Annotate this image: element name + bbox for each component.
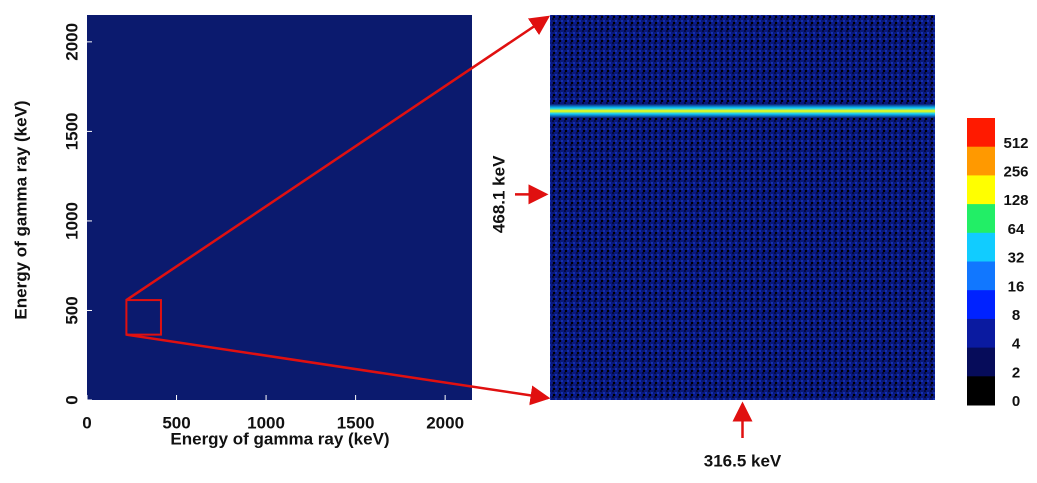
y-tick-label: 0 (62, 395, 81, 404)
x-axis-label: Energy of gamma ray (keV) (170, 429, 389, 448)
x-tick-label: 1500 (337, 413, 375, 432)
y-tick-label: 1000 (62, 202, 81, 240)
y-tick-label: 1500 (62, 112, 81, 150)
colorbar-label: 128 (1003, 192, 1028, 209)
colorbar-label: 512 (1003, 135, 1028, 152)
matrix-left (87, 15, 472, 400)
colorbar-segment (967, 175, 995, 205)
colorbar-segment (967, 347, 995, 377)
colorbar-label: 2 (1012, 364, 1020, 381)
colorbar-label: 0 (1012, 393, 1020, 410)
y-tick-label: 2000 (62, 23, 81, 61)
x-tick-label: 500 (162, 413, 190, 432)
matrix-zoom (550, 15, 935, 400)
x-tick-label: 2000 (426, 413, 464, 432)
colorbar-segment (967, 261, 995, 291)
colorbar-label: 32 (1008, 250, 1025, 267)
colorbar-label: 8 (1012, 307, 1020, 324)
colorbar-segment (967, 318, 995, 349)
x-tick-label: 1000 (247, 413, 285, 432)
annotation-label: 468.1 keV (489, 155, 508, 233)
y-tick-label: 500 (62, 296, 81, 324)
colorbar-segment (967, 290, 995, 320)
colorbar-segment (967, 118, 995, 148)
y-axis-label: Energy of gamma ray (keV) (11, 100, 30, 319)
gamma-band (550, 104, 935, 118)
zoom-arrow (125, 15, 551, 302)
zoom-box (125, 299, 162, 336)
colorbar-segment (967, 232, 995, 262)
colorbar-segment (967, 376, 995, 406)
annotation-label: 316.5 keV (704, 451, 782, 470)
colorbar-label: 16 (1008, 278, 1025, 295)
colorbar-label: 256 (1003, 163, 1028, 180)
x-tick-label: 0 (82, 413, 91, 432)
colorbar-label: 4 (1012, 336, 1021, 353)
zoom-arrow (126, 333, 551, 406)
colorbar-segment (967, 146, 995, 176)
colorbar-label: 64 (1008, 221, 1025, 238)
colorbar-segment (967, 204, 995, 234)
